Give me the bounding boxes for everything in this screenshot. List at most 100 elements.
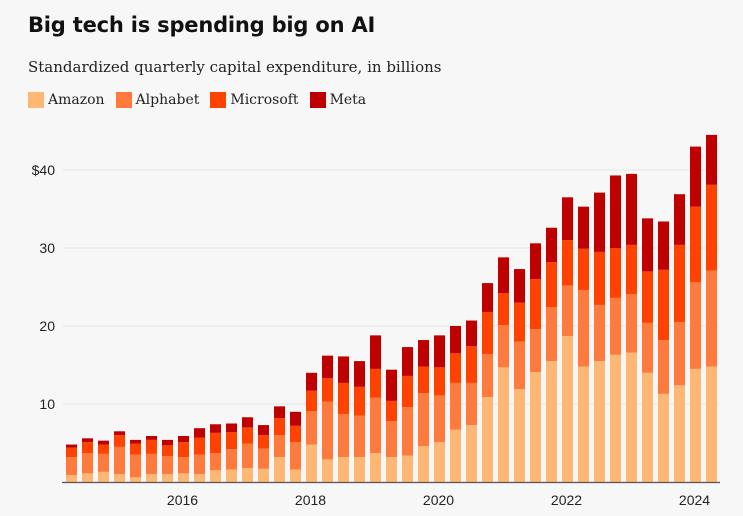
bar-segment-alphabet: [674, 322, 685, 386]
bar-stack: [162, 439, 173, 482]
bar-stack: [98, 440, 109, 482]
bar-segment-alphabet: [178, 457, 189, 474]
bar-stack: [658, 221, 669, 482]
bar-stack: [82, 438, 93, 482]
bar-segment-microsoft: [162, 445, 173, 457]
bar-segment-amazon: [98, 471, 109, 482]
legend-swatch-amazon: [28, 92, 44, 108]
bar-stack: [578, 206, 589, 482]
legend-label-meta: Meta: [329, 92, 367, 108]
bar-segment-meta: [562, 197, 573, 241]
bar-segment-microsoft: [402, 375, 413, 408]
bar-segment-amazon: [482, 396, 493, 482]
bar-stack: [674, 194, 685, 482]
bar-segment-alphabet: [354, 415, 365, 458]
bar-segment-meta: [690, 146, 701, 207]
bar-segment-amazon: [546, 361, 557, 482]
bar-segment-microsoft: [610, 248, 621, 298]
bar-segment-microsoft: [354, 386, 365, 416]
bar-segment-alphabet: [706, 270, 717, 367]
bar-stack: [482, 283, 493, 482]
bar-segment-microsoft: [210, 432, 221, 454]
x-tick-label: 2022: [551, 492, 582, 508]
y-axis-tick-labels: 10 20 30 $40: [32, 162, 56, 412]
bar-segment-meta: [322, 355, 333, 379]
bar-segment-alphabet: [418, 393, 429, 447]
y-tick-label: 30: [39, 240, 55, 256]
bar-segment-amazon: [594, 361, 605, 482]
bar-stack: [514, 269, 525, 482]
bar-stack: [594, 192, 605, 482]
bar-stack: [466, 320, 477, 482]
legend-item-alphabet: Alphabet: [115, 92, 199, 108]
bar-stack: [130, 439, 141, 482]
bar-stack: [194, 428, 205, 482]
bar-segment-microsoft: [594, 251, 605, 305]
bar-segment-alphabet: [98, 453, 109, 472]
bar-segment-alphabet: [130, 454, 141, 478]
bar-segment-microsoft: [498, 293, 509, 326]
bar-segment-meta: [98, 440, 109, 445]
bar-segment-meta: [402, 347, 413, 376]
bar-segment-meta: [450, 326, 461, 354]
bar-segment-amazon: [674, 385, 685, 482]
bar-stack: [306, 372, 317, 482]
bar-segment-alphabet: [450, 382, 461, 430]
bar-segment-microsoft: [562, 240, 573, 286]
bar-segment-amazon: [66, 474, 77, 482]
bar-segment-alphabet: [370, 397, 381, 454]
bar-segment-microsoft: [482, 311, 493, 355]
bar-stack: [242, 417, 253, 482]
bar-segment-amazon: [130, 477, 141, 482]
legend-label-microsoft: Microsoft: [230, 92, 299, 108]
bar-stack: [210, 424, 221, 482]
bar-segment-meta: [66, 444, 77, 448]
bar-segment-meta: [546, 227, 557, 263]
bar-segment-meta: [610, 175, 621, 248]
bar-stack: [370, 335, 381, 482]
bar-segment-microsoft: [706, 184, 717, 271]
bar-segment-meta: [482, 283, 493, 312]
bar-segment-amazon: [626, 352, 637, 482]
bar-stack: [626, 173, 637, 482]
bar-segment-meta: [530, 243, 541, 280]
bar-segment-alphabet: [322, 401, 333, 460]
x-axis-tick-labels: 2016 2018 2020 2022 2024: [167, 492, 710, 508]
bar-segment-meta: [194, 428, 205, 438]
bar-segment-meta: [82, 438, 93, 443]
bar-segment-alphabet: [338, 414, 349, 458]
bar-segment-alphabet: [562, 285, 573, 337]
legend-label-amazon: Amazon: [48, 92, 105, 108]
bar-segment-alphabet: [146, 453, 157, 475]
bar-stack: [562, 197, 573, 482]
bar-segment-amazon: [338, 457, 349, 482]
bar-segment-meta: [306, 372, 317, 391]
bar-segment-microsoft: [530, 279, 541, 330]
legend-item-amazon: Amazon: [28, 92, 105, 108]
bar-segment-amazon: [450, 429, 461, 482]
bar-segment-amazon: [306, 444, 317, 482]
bar-segment-meta: [114, 431, 125, 436]
bar-segment-microsoft: [130, 443, 141, 455]
bar-segment-alphabet: [306, 411, 317, 445]
bar-segment-microsoft: [370, 368, 381, 398]
bar-segment-amazon: [418, 446, 429, 482]
bar-segment-microsoft: [626, 244, 637, 295]
bar-segment-microsoft: [386, 400, 397, 422]
y-tick-label: 10: [39, 396, 55, 412]
bar-segment-meta: [514, 269, 525, 303]
bar-segment-microsoft: [66, 447, 77, 458]
bar-segment-meta: [386, 369, 397, 401]
bar-stack: [402, 347, 413, 482]
bar-segment-microsoft: [194, 437, 205, 455]
bar-segment-alphabet: [578, 290, 589, 367]
bar-segment-microsoft: [306, 390, 317, 412]
bar-segment-meta: [658, 221, 669, 270]
bar-segment-meta: [290, 411, 301, 426]
bar-segment-meta: [178, 435, 189, 443]
bar-segment-amazon: [642, 372, 653, 482]
bar-segment-amazon: [82, 473, 93, 482]
bar-segment-amazon: [402, 455, 413, 482]
bar-segment-alphabet: [690, 282, 701, 369]
bar-stack: [498, 257, 509, 482]
